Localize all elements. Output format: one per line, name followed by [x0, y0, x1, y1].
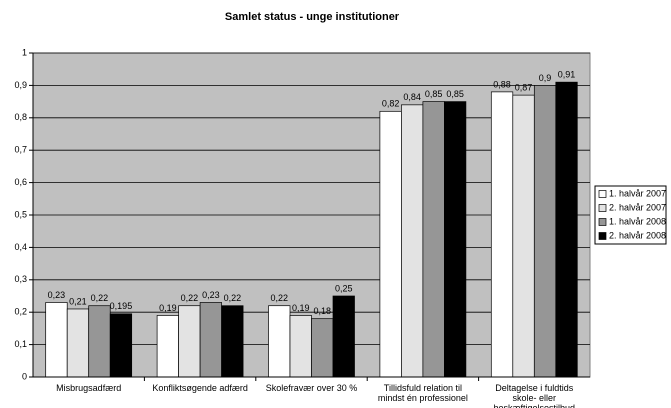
value-label: 0,91 [558, 70, 576, 80]
value-label: 0,19 [292, 303, 310, 313]
value-label: 0,22 [181, 293, 199, 303]
bar [156, 315, 179, 378]
x-tick-label: Tillidsfuld relation til mindst én profes… [378, 383, 468, 403]
value-label: 0,84 [403, 92, 421, 102]
y-tick-label: 0,2 [14, 307, 27, 317]
y-tick-label: 0,4 [14, 242, 27, 252]
value-label: 0,21 [69, 296, 87, 306]
y-tick-label: 1 [22, 47, 27, 57]
bar [178, 305, 201, 378]
x-tick-label: Skolefravær over 30 % [266, 383, 358, 393]
legend-label: 2. halvår 2007 [609, 202, 666, 212]
bar [512, 94, 535, 378]
bar [533, 85, 557, 378]
bar [66, 308, 90, 378]
y-tick-label: 0,6 [14, 177, 27, 187]
chart-title: Samlet status - unge institutioner [225, 11, 400, 23]
value-label: 0,87 [515, 82, 533, 92]
value-label: 0,23 [202, 290, 220, 300]
bar [221, 305, 244, 378]
value-label: 0,22 [91, 293, 109, 303]
legend-box [594, 185, 667, 245]
x-tick-label: Misbrugsadfærd [56, 383, 121, 393]
value-label: 0,195 [110, 301, 133, 311]
y-tick-label: 0,1 [14, 339, 27, 349]
bar [289, 315, 312, 378]
bar [379, 110, 402, 378]
value-label: 0,25 [335, 283, 353, 293]
value-label: 0,22 [270, 293, 288, 303]
bar [444, 101, 467, 378]
value-label: 0,85 [425, 89, 443, 99]
legend-label: 2. halvår 2008 [609, 230, 666, 240]
y-tick-label: 0,7 [14, 145, 27, 155]
y-tick-label: 0 [22, 371, 27, 381]
y-tick-label: 0,3 [14, 274, 27, 284]
bar [422, 101, 445, 378]
value-label: 0,82 [382, 99, 400, 109]
bar [401, 104, 424, 378]
value-label: 0,19 [159, 303, 177, 313]
bar [199, 302, 222, 378]
value-label: 0,23 [48, 290, 66, 300]
bar [268, 305, 291, 378]
bar [490, 91, 514, 378]
legend-label: 1. halvår 2008 [609, 216, 666, 226]
y-tick-label: 0,8 [14, 112, 27, 122]
bar [311, 318, 334, 378]
value-label: 0,18 [313, 306, 331, 316]
bar [88, 305, 111, 378]
value-label: 0,88 [493, 79, 511, 89]
value-label: 0,22 [224, 293, 242, 303]
y-tick-label: 0,9 [14, 80, 27, 90]
value-label: 0,85 [446, 89, 464, 99]
bar [45, 302, 68, 378]
legend-swatch [598, 232, 607, 240]
bar [109, 313, 133, 378]
y-tick-label: 0,5 [14, 209, 27, 219]
x-tick-label: Konfliktsøgende adfærd [152, 383, 248, 393]
bar [332, 295, 355, 378]
legend-swatch [598, 190, 607, 198]
legend-swatch [598, 218, 607, 226]
legend-swatch [598, 204, 607, 212]
value-label: 0,9 [539, 73, 552, 83]
bar [555, 81, 578, 378]
legend-label: 1. halvår 2007 [609, 188, 666, 198]
